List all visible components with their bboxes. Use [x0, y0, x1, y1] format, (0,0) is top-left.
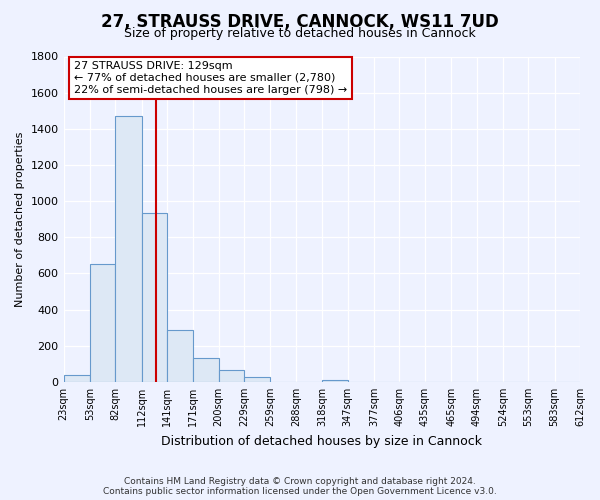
X-axis label: Distribution of detached houses by size in Cannock: Distribution of detached houses by size …: [161, 434, 482, 448]
Y-axis label: Number of detached properties: Number of detached properties: [15, 132, 25, 307]
Bar: [115, 116, 142, 382]
Text: 27, STRAUSS DRIVE, CANNOCK, WS11 7UD: 27, STRAUSS DRIVE, CANNOCK, WS11 7UD: [101, 12, 499, 30]
Text: Size of property relative to detached houses in Cannock: Size of property relative to detached ho…: [124, 28, 476, 40]
Bar: [167, 330, 193, 382]
Text: Contains HM Land Registry data © Crown copyright and database right 2024.: Contains HM Land Registry data © Crown c…: [124, 477, 476, 486]
Bar: [193, 358, 219, 382]
Bar: [90, 264, 115, 382]
Text: 27 STRAUSS DRIVE: 129sqm
← 77% of detached houses are smaller (2,780)
22% of sem: 27 STRAUSS DRIVE: 129sqm ← 77% of detach…: [74, 62, 347, 94]
Bar: [322, 380, 347, 382]
Bar: [219, 370, 244, 382]
Text: Contains public sector information licensed under the Open Government Licence v3: Contains public sector information licen…: [103, 487, 497, 496]
Bar: [244, 378, 271, 382]
Bar: [142, 213, 167, 382]
Bar: [64, 374, 90, 382]
